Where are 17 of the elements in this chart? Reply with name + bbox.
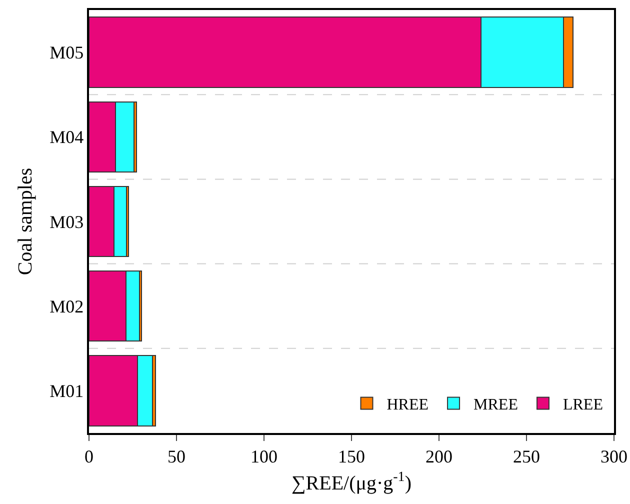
y-tick-label: M02 [50,296,84,316]
legend-label: LREE [562,396,603,414]
x-tick-label: 0 [84,446,94,466]
x-axis-title: ∑REE/(μg·g$^{-1}$) [292,470,412,494]
y-tick-label: M05 [50,42,84,63]
y-tick-label: M01 [50,381,84,401]
x-tick-label: 300 [600,446,628,466]
y-tick-label: M03 [50,212,84,232]
legend-label: HREE [386,396,429,414]
legend-label: MREE [474,396,518,414]
x-tick-label: 150 [338,446,365,466]
x-tick-label: 100 [250,446,278,466]
x-tick-label: 50 [168,446,186,466]
x-tick-label: 250 [513,446,540,466]
y-axis-title: Coal samples [14,168,37,276]
x-tick-label: 200 [426,446,452,466]
y-tick-label: M04 [50,127,84,148]
